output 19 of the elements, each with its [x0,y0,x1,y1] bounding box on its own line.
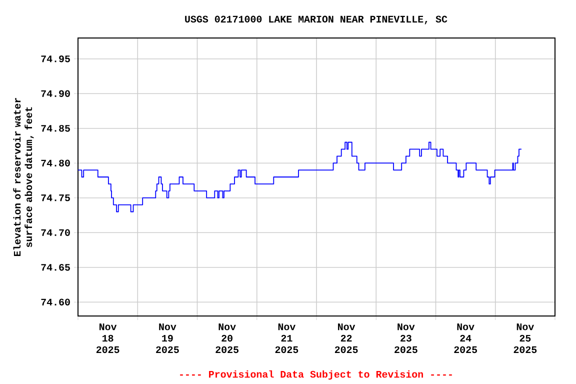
y-tick-label: 74.85 [41,124,70,132]
x-tick-label: Nov 22 2025 [334,324,358,354]
x-tick-label: Nov 23 2025 [394,324,418,354]
text: ---- Provisional Data Subject to Revision ---- [180,370,452,380]
x-tick-label: Nov 18 2025 [96,324,120,354]
y-tick-label: 74.60 [41,298,70,306]
y-tick-label: 74.90 [41,90,70,97]
x-tick-label: Nov 20 2025 [216,324,239,354]
y-tick-label: 74.75 [41,194,70,202]
x-tick-label: Nov 25 2025 [514,324,537,354]
chart-title: USGS 02171000 LAKE MARION NEAR PINEVILLE, SC [185,16,448,24]
y-tick-label: 74.70 [41,229,70,236]
y-axis-title: Elevation of reservoir water surface above datum, feet [13,98,34,256]
y-tick-label: 74.80 [41,160,70,166]
y-tick-label: 74.95 [41,55,70,62]
x-tick-label: Nov 19 2025 [156,324,179,354]
y-tick-label: 74.65 [41,264,70,271]
x-tick-label: Nov 21 2025 [275,324,298,354]
x-tick-label: Nov 24 2025 [454,324,478,354]
